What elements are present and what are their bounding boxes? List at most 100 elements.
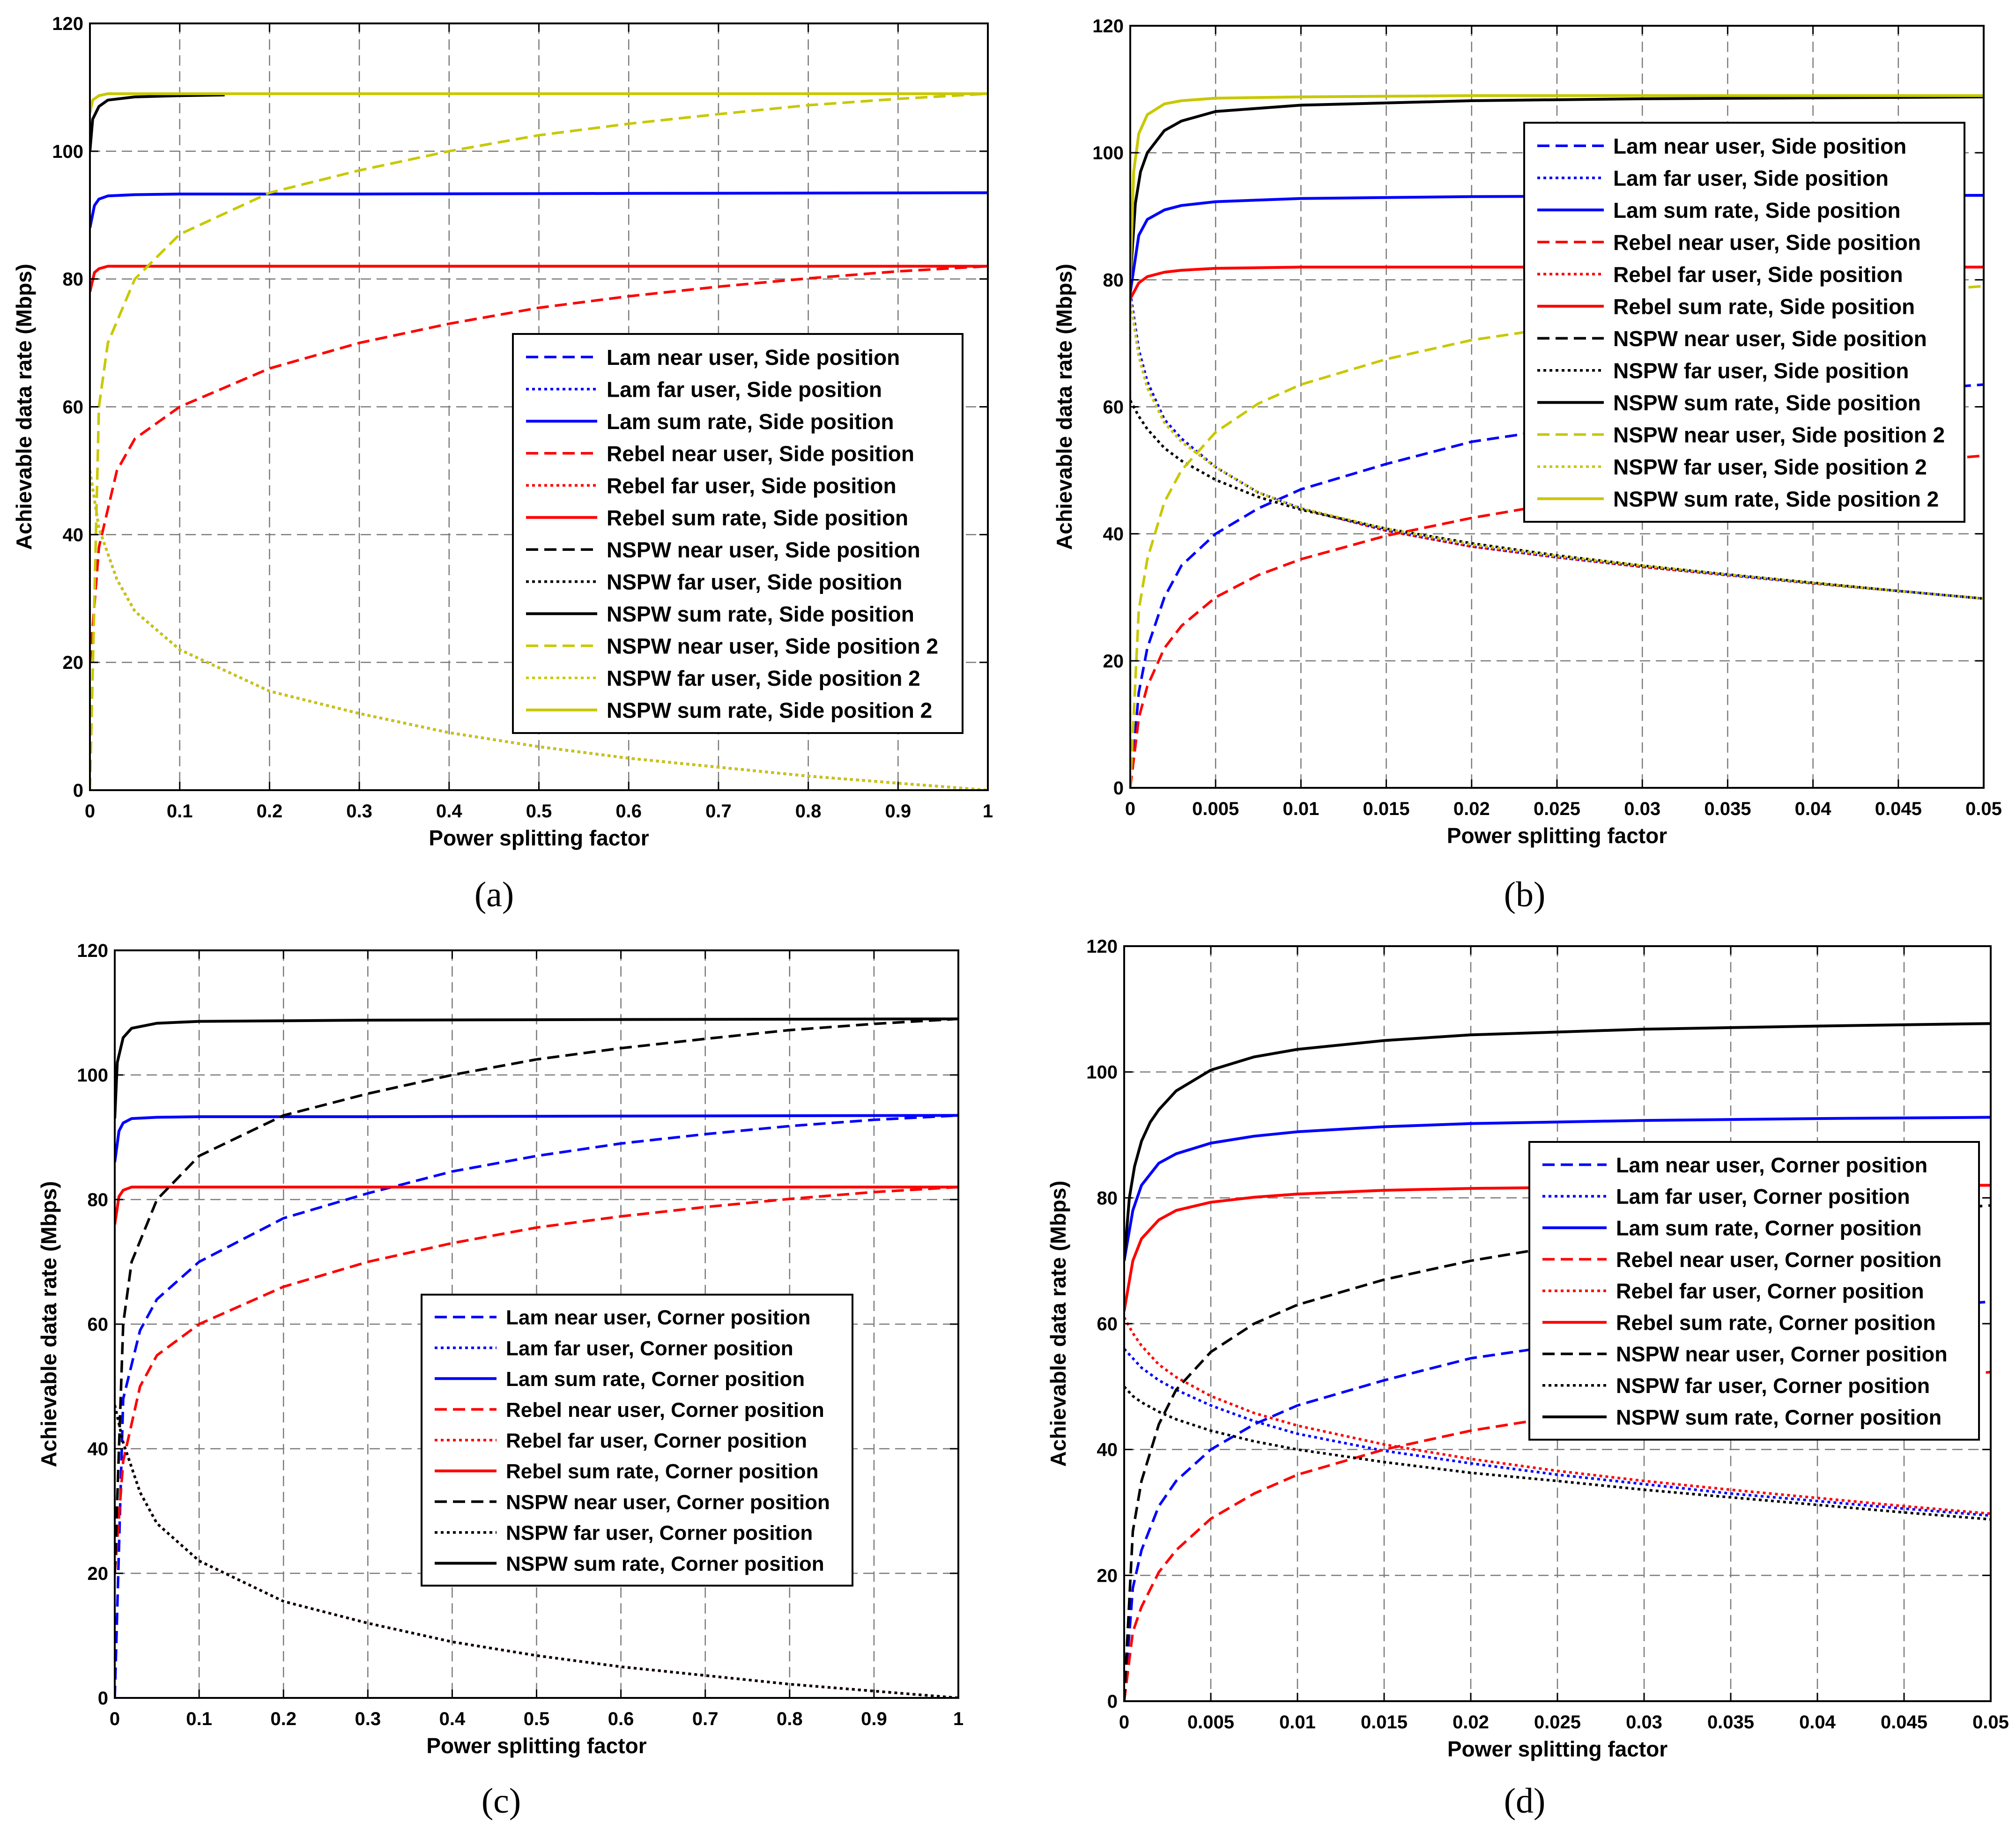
legend-entry: Rebel near user, Corner position bbox=[1616, 1248, 1942, 1272]
x-tick-label: 0.1 bbox=[186, 1709, 212, 1729]
legend-entry: Rebel far user, Corner position bbox=[1616, 1279, 1924, 1303]
x-tick-label: 0.7 bbox=[692, 1709, 719, 1729]
x-tick-label: 0 bbox=[85, 801, 95, 822]
y-tick-label: 60 bbox=[1097, 1314, 1118, 1334]
x-tick-label: 0.4 bbox=[439, 1709, 466, 1729]
series-line bbox=[115, 1114, 958, 1163]
x-tick-label: 0.025 bbox=[1534, 1712, 1581, 1733]
legend-entry: Lam sum rate, Side position bbox=[1613, 198, 1900, 222]
x-tick-label: 0.7 bbox=[705, 801, 732, 822]
x-tick-label: 1 bbox=[953, 1709, 964, 1729]
x-tick-label: 0.01 bbox=[1279, 1712, 1316, 1733]
y-tick-label: 100 bbox=[1092, 143, 1124, 163]
x-tick-label: 0 bbox=[1125, 799, 1135, 819]
x-axis-label: Power splitting factor bbox=[429, 826, 649, 850]
legend-entry: Lam near user, Side position bbox=[607, 345, 900, 370]
legend-entry: Rebel far user, Side position bbox=[1613, 262, 1903, 287]
legend-entry: NSPW far user, Side position bbox=[607, 570, 902, 594]
legend-entry: NSPW near user, Side position 2 bbox=[1613, 422, 1945, 447]
y-tick-label: 20 bbox=[88, 1563, 109, 1584]
legend-entry: Lam sum rate, Corner position bbox=[1616, 1216, 1922, 1240]
x-tick-label: 0.02 bbox=[1453, 1712, 1489, 1733]
x-tick-label: 0.6 bbox=[615, 801, 642, 822]
series-line bbox=[1124, 1348, 1991, 1517]
x-tick-label: 0.015 bbox=[1361, 1712, 1408, 1733]
x-tick-label: 0.8 bbox=[795, 801, 822, 822]
x-tick-label: 0.005 bbox=[1187, 1712, 1234, 1733]
x-tick-label: 0.025 bbox=[1534, 799, 1580, 819]
x-tick-label: 0.045 bbox=[1881, 1712, 1927, 1733]
y-tick-label: 20 bbox=[1103, 651, 1124, 672]
y-tick-label: 40 bbox=[1103, 524, 1124, 545]
x-axis-label: Power splitting factor bbox=[1447, 1737, 1668, 1761]
y-tick-label: 100 bbox=[77, 1065, 108, 1086]
panel-caption: (a) bbox=[474, 875, 514, 914]
y-tick-label: 60 bbox=[63, 397, 84, 418]
chart-panel-b: 0 0.005 0.01 0.015 0.02 0.025 0.03 0.035 0.04 0.0… bbox=[1052, 16, 2002, 914]
legend: Lam near user, Corner position Lam far us… bbox=[421, 1294, 853, 1587]
legend-entry: NSPW far user, Side position 2 bbox=[607, 666, 920, 690]
legend-box bbox=[1523, 122, 1965, 523]
x-tick-label: 0.04 bbox=[1795, 799, 1832, 819]
x-axis-label: Power splitting factor bbox=[426, 1734, 646, 1758]
x-tick-label: 0 bbox=[110, 1709, 120, 1729]
legend: Lam near user, Side position Lam far user… bbox=[1523, 122, 1965, 523]
y-tick-label: 0 bbox=[98, 1688, 108, 1709]
y-tick-label: 80 bbox=[1097, 1188, 1118, 1208]
y-axis-label: Achievable data rate (Mbps) bbox=[37, 1181, 61, 1467]
legend-entry: NSPW far user, Side position 2 bbox=[1613, 455, 1927, 479]
legend-entry: Lam far user, Corner position bbox=[1616, 1185, 1910, 1208]
legend: Lam near user, Corner position Lam far us… bbox=[1528, 1141, 1980, 1441]
legend-entry: NSPW sum rate, Side position bbox=[1613, 391, 1921, 415]
series-line bbox=[115, 1405, 958, 1698]
legend-entry: Lam sum rate, Corner position bbox=[506, 1368, 805, 1391]
series-line bbox=[90, 265, 988, 292]
legend-entry: NSPW sum rate, Corner position bbox=[506, 1552, 824, 1575]
series-line bbox=[115, 1185, 958, 1574]
y-tick-label: 40 bbox=[63, 525, 84, 545]
legend-entry: Rebel far user, Corner position bbox=[506, 1429, 807, 1452]
legend-entry: Rebel far user, Side position bbox=[607, 474, 897, 498]
x-tick-label: 1 bbox=[983, 801, 993, 822]
legend-entry: NSPW far user, Corner position bbox=[1616, 1374, 1930, 1398]
x-tick-label: 0.9 bbox=[861, 1709, 887, 1729]
legend-box bbox=[512, 333, 964, 734]
y-tick-label: 120 bbox=[77, 941, 108, 961]
x-tick-label: 0.3 bbox=[355, 1709, 381, 1729]
legend-entry: NSPW sum rate, Corner position bbox=[1616, 1405, 1942, 1429]
x-tick-label: 0.2 bbox=[270, 1709, 296, 1729]
series-group bbox=[115, 1017, 958, 1698]
y-tick-label: 20 bbox=[63, 652, 84, 673]
legend-entry: Rebel sum rate, Side position bbox=[607, 505, 908, 530]
legend-entry: Lam far user, Corner position bbox=[506, 1337, 793, 1360]
legend-box bbox=[421, 1294, 853, 1587]
legend-entry: Lam near user, Side position bbox=[1613, 134, 1906, 158]
series-line bbox=[1124, 1116, 1991, 1261]
x-tick-label: 0.035 bbox=[1704, 799, 1751, 819]
legend-entry: NSPW far user, Side position bbox=[1613, 358, 1909, 383]
series-line bbox=[1130, 94, 1984, 280]
legend-entry: NSPW sum rate, Side position 2 bbox=[607, 698, 932, 722]
y-tick-label: 80 bbox=[88, 1190, 109, 1210]
x-tick-label: 0.1 bbox=[167, 801, 193, 822]
x-tick-label: 0.2 bbox=[257, 801, 283, 822]
series-group bbox=[90, 92, 988, 790]
x-tick-label: 0.04 bbox=[1799, 1712, 1836, 1733]
legend-entry: Lam near user, Corner position bbox=[506, 1306, 810, 1329]
legend-entry: NSPW near user, Side position bbox=[1613, 326, 1927, 351]
y-tick-label: 100 bbox=[52, 141, 83, 162]
series-line bbox=[90, 265, 988, 663]
x-tick-label: 0.005 bbox=[1192, 799, 1239, 819]
x-tick-label: 0.5 bbox=[526, 801, 552, 822]
x-tick-label: 0.03 bbox=[1624, 799, 1660, 819]
legend-entry: Rebel near user, Side position bbox=[1613, 230, 1921, 254]
legend-entry: NSPW near user, Corner position bbox=[506, 1491, 830, 1514]
legend-entry: Lam sum rate, Side position bbox=[607, 409, 894, 434]
series-line bbox=[115, 1185, 958, 1225]
series-line bbox=[1130, 95, 1984, 280]
legend-entry: Rebel near user, Side position bbox=[607, 441, 914, 466]
x-axis-label: Power splitting factor bbox=[1447, 823, 1667, 848]
series-line bbox=[90, 470, 988, 790]
panel-caption: (c) bbox=[482, 1781, 521, 1821]
legend-entry: Rebel near user, Corner position bbox=[506, 1399, 824, 1422]
